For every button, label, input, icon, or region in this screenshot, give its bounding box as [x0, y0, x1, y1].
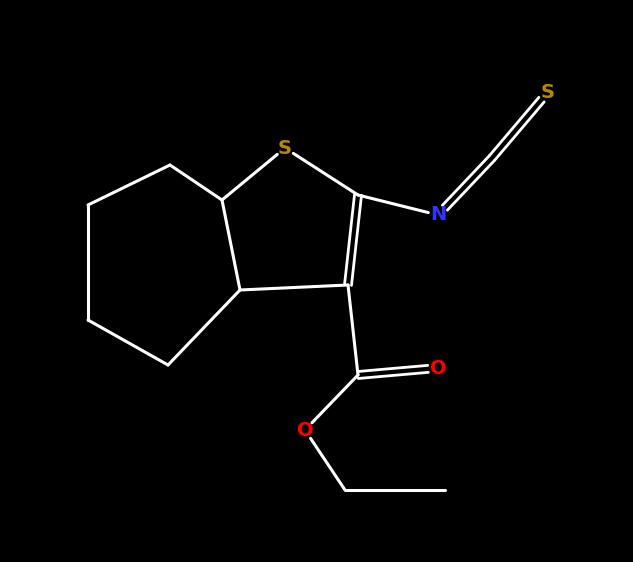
Text: O: O [430, 359, 446, 378]
Text: S: S [278, 138, 292, 157]
Text: N: N [430, 206, 446, 224]
Text: S: S [541, 83, 555, 102]
Text: O: O [297, 420, 313, 439]
